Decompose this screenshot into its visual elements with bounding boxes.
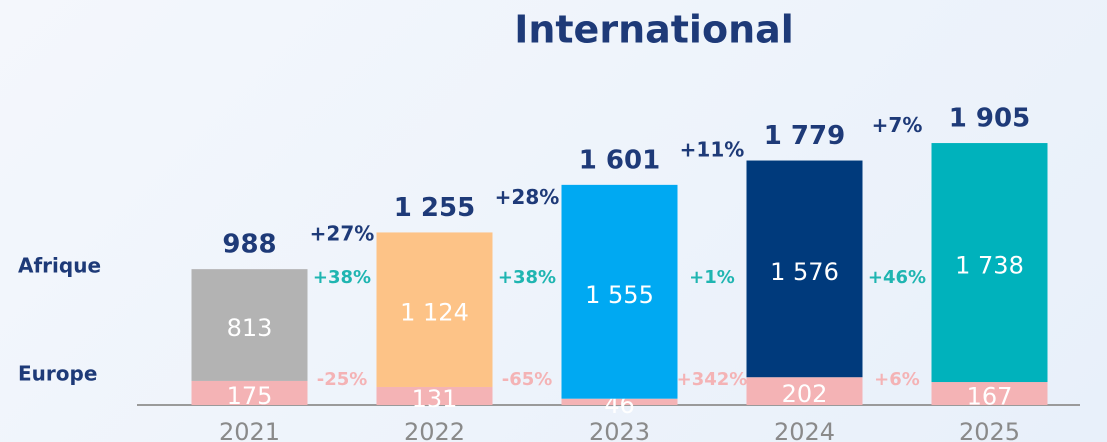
total-label: 988 xyxy=(222,230,276,260)
x-tick-label: 2024 xyxy=(774,418,835,442)
total-label: 1 601 xyxy=(579,145,660,175)
growth-label: +38% xyxy=(313,267,371,288)
growth-label: -65% xyxy=(502,369,553,390)
growth-label: +342% xyxy=(677,369,748,390)
x-tick-label: 2022 xyxy=(404,418,465,442)
growth-label: +7% xyxy=(872,113,923,137)
bar-segment xyxy=(931,382,1048,405)
bar-segment xyxy=(561,184,678,399)
growth-label: +28% xyxy=(495,185,560,209)
legend-label: Europe xyxy=(18,362,97,386)
growth-label: +46% xyxy=(868,267,926,288)
bar-segment xyxy=(746,377,863,405)
bar-segment xyxy=(746,160,863,378)
value-label: 1 576 xyxy=(770,258,839,286)
bar-segment xyxy=(376,232,493,387)
value-label: 175 xyxy=(227,382,273,410)
value-label: 1 738 xyxy=(955,252,1024,280)
growth-label: -25% xyxy=(317,369,368,390)
value-label: 202 xyxy=(782,380,828,408)
growth-label: +1% xyxy=(689,267,735,288)
value-label: 1 555 xyxy=(585,281,654,309)
chart-title: International xyxy=(514,8,794,52)
growth-label: +38% xyxy=(498,267,556,288)
value-label: 1 124 xyxy=(400,299,469,327)
bar-segment xyxy=(191,269,308,381)
legend-label: Afrique xyxy=(18,254,101,278)
bar-segment xyxy=(191,380,308,405)
value-label: 167 xyxy=(967,383,1013,411)
value-label: 131 xyxy=(412,385,458,413)
total-label: 1 905 xyxy=(949,104,1030,134)
value-label: 813 xyxy=(227,314,273,342)
bar-segment xyxy=(561,398,678,405)
growth-label: +11% xyxy=(680,137,745,161)
x-tick-label: 2021 xyxy=(219,418,280,442)
total-label: 1 779 xyxy=(764,121,845,151)
bar-segment xyxy=(376,386,493,405)
x-tick-label: 2025 xyxy=(959,418,1020,442)
total-label: 1 255 xyxy=(394,193,475,223)
x-tick-label: 2023 xyxy=(589,418,650,442)
growth-label: +6% xyxy=(874,369,920,390)
bar-segment xyxy=(931,143,1048,383)
growth-label: +27% xyxy=(310,222,375,246)
